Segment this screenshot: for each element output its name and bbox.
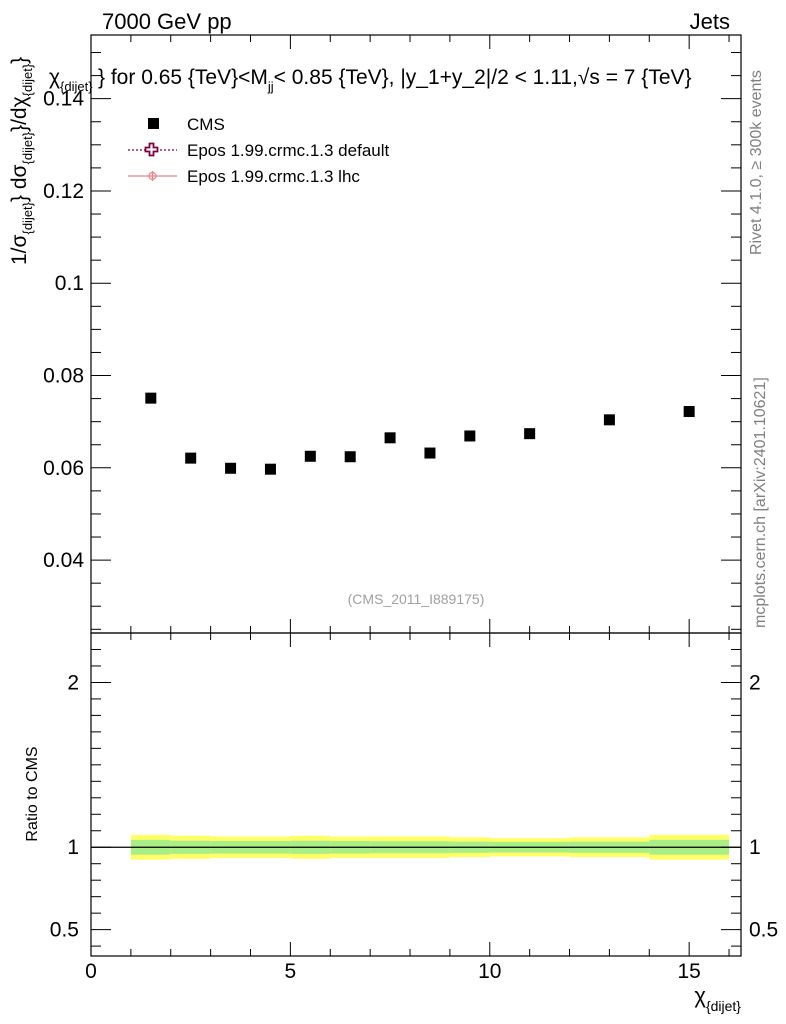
energy-label: 7000 GeV pp — [102, 9, 232, 34]
cms-data-point — [185, 452, 197, 464]
y-tick-label: 0.08 — [43, 365, 84, 388]
y-tick-label: 0.14 — [43, 88, 84, 111]
main-panel: 0.04 0.06 0.08 0.1 0.12 0.14 χ{dijet}} for 0.… — [8, 34, 742, 634]
ratio-y-tick-label-right: 1 — [749, 836, 761, 859]
cms-data-point — [464, 430, 476, 442]
ratio-y-tick-label: 0.5 — [50, 919, 79, 942]
x-tick-label: 15 — [677, 960, 700, 983]
main-x-ticks — [90, 35, 730, 633]
ratio-y-tick-label-right: 2 — [749, 671, 761, 694]
y-tick-label: 0.12 — [43, 180, 84, 203]
legend-marker-epos-default — [128, 142, 177, 157]
cms-data-point — [264, 463, 276, 475]
legend-label-epos-default: Epos 1.99.crmc.1.3 default — [187, 141, 390, 160]
chart-title: χ{dijet}} for 0.65 {TeV}<Mjj< 0.85 {TeV}… — [49, 66, 692, 94]
legend-label-cms: CMS — [187, 115, 225, 134]
mcplots-label: mcplots.cern.ch [arXiv:2401.10621] — [752, 377, 769, 628]
cms-data-point — [603, 414, 615, 426]
x-tick-label: 10 — [478, 960, 501, 983]
y-tick-label: 0.06 — [43, 457, 84, 480]
main-y-ticks: 0.04 0.06 0.08 0.1 0.12 0.14 — [43, 52, 741, 630]
cms-data-points — [145, 392, 695, 475]
ratio-y-ticks: 0.5 0.5 1 1 2 2 — [50, 648, 778, 947]
y-tick-label: 0.04 — [43, 549, 84, 572]
x-tick-label: 0 — [85, 960, 97, 983]
main-ylabel: 1/σ{dijet}} dσ{dijet}}/dχ{dijet}} — [8, 57, 35, 265]
y-tick-label: 0.1 — [55, 272, 84, 295]
cms-data-point — [424, 447, 436, 459]
cms-data-point — [145, 392, 157, 404]
ratio-y-tick-label-right: 0.5 — [749, 919, 778, 942]
cms-data-point — [384, 432, 396, 444]
cms-data-point — [524, 428, 536, 440]
legend-marker-epos-lhc — [128, 171, 177, 181]
cms-data-point — [344, 451, 356, 463]
analysis-watermark: (CMS_2011_I889175) — [348, 591, 485, 607]
cms-data-point — [304, 450, 316, 462]
ratio-ylabel: Ratio to CMS — [24, 746, 41, 841]
cms-data-point — [225, 462, 237, 474]
x-axis-label: χ{dijet} — [694, 983, 741, 1014]
rivet-label: Rivet 4.1.0, ≥ 300k events — [748, 70, 765, 255]
cms-data-point — [683, 406, 695, 418]
ratio-plot-frame — [90, 632, 742, 957]
ratio-x-ticks: 0 5 10 15 — [85, 633, 730, 983]
ratio-panel: 0.5 0.5 1 1 2 2 0 5 10 15 Ratio to CMS χ{dijet} — [24, 632, 778, 1014]
legend: CMS Epos 1.99.crmc.1.3 default Epos 1.99… — [128, 115, 390, 186]
category-label: Jets — [690, 9, 730, 34]
ratio-y-tick-label: 2 — [67, 671, 79, 694]
ratio-y-tick-label: 1 — [67, 836, 79, 859]
legend-label-epos-lhc: Epos 1.99.crmc.1.3 lhc — [187, 167, 360, 186]
legend-marker-cms — [148, 118, 159, 129]
x-tick-label: 5 — [285, 960, 297, 983]
